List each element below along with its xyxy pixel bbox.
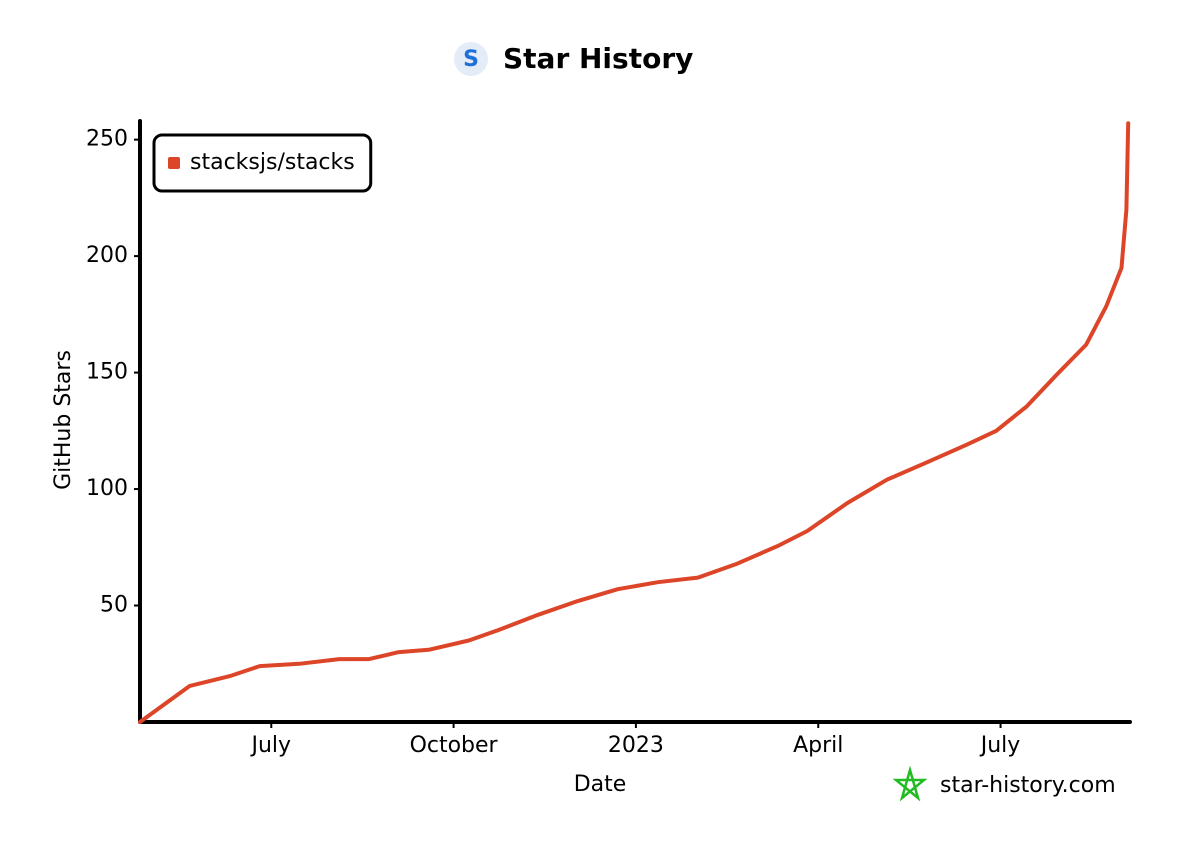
chart-title: Star History — [503, 42, 693, 75]
y-tick-label: 150 — [86, 360, 128, 385]
x-tick-label: July — [249, 733, 291, 758]
legend-box — [152, 133, 373, 193]
logo-letter: S — [463, 47, 479, 72]
x-tick-label: July — [979, 733, 1021, 758]
legend-label: stacksjs/stacks — [190, 150, 355, 175]
series-line — [138, 121, 1131, 724]
x-tick-label: October — [410, 733, 499, 758]
y-tick-label: 200 — [86, 243, 128, 268]
y-tick-label: 250 — [86, 127, 128, 152]
y-tick-label: 50 — [100, 593, 128, 618]
legend-swatch — [168, 157, 180, 169]
x-axis-label: Date — [574, 772, 627, 797]
y-tick-label: 100 — [86, 476, 128, 501]
y-axis-label: GitHub Stars — [51, 350, 76, 490]
logo — [454, 42, 488, 76]
x-tick-label: 2023 — [608, 733, 664, 758]
x-tick-label: April — [793, 733, 843, 758]
watermark: star-history.com — [940, 773, 1116, 798]
watermark-icon — [892, 765, 928, 802]
